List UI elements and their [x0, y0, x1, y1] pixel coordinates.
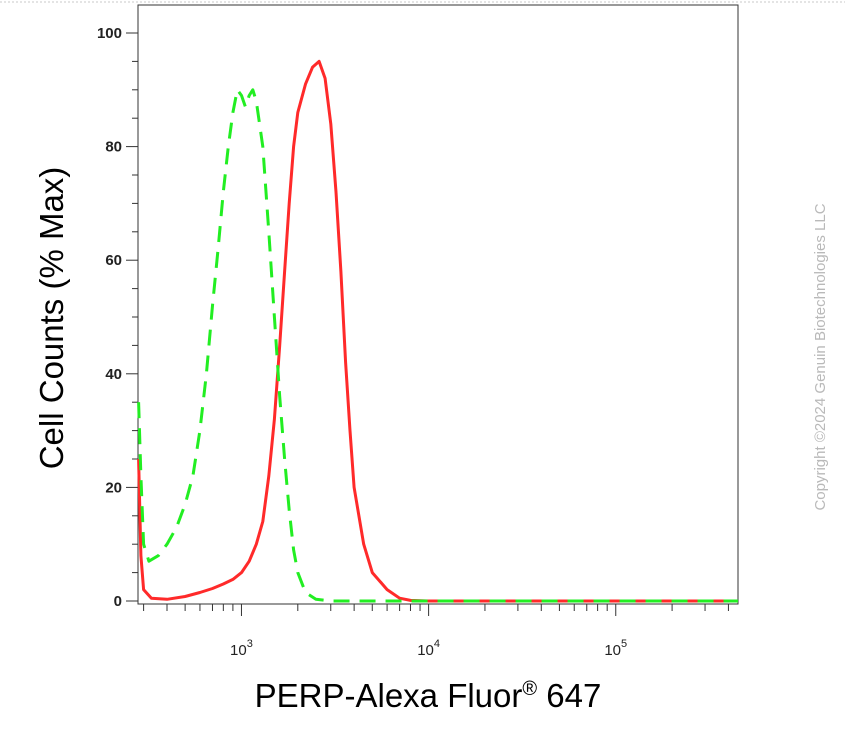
y-axis-title: Cell Counts (% Max)	[33, 167, 70, 470]
y-tick-label: 80	[105, 139, 122, 156]
y-axis: 0 20 40 60 80 100	[97, 25, 138, 610]
y-tick-label: 0	[114, 593, 122, 610]
series-layer	[137, 59, 738, 603]
x-tick-label: 104	[417, 638, 440, 659]
x-axis-title-suffix: 647	[537, 677, 601, 714]
x-tick-label: 103	[230, 638, 253, 659]
x-tick-label: 105	[604, 638, 627, 659]
x-axis: 103 104 105	[143, 604, 729, 659]
control-histogram-line	[137, 88, 738, 603]
y-tick-label: 60	[105, 252, 122, 269]
y-tick-label: 40	[105, 366, 122, 383]
plot-frame	[137, 4, 739, 605]
x-axis-title: PERP-Alexa Fluor® 647	[255, 677, 602, 714]
sample-histogram-line	[137, 59, 738, 603]
y-tick-label: 100	[97, 25, 122, 42]
y-tick-label: 20	[105, 479, 122, 496]
x-axis-title-main: PERP-Alexa Fluor	[255, 677, 523, 714]
copyright-watermark: Copyright ©2024 Genuin Biotechnologies L…	[812, 203, 829, 510]
x-axis-title-superscript: ®	[522, 678, 537, 700]
